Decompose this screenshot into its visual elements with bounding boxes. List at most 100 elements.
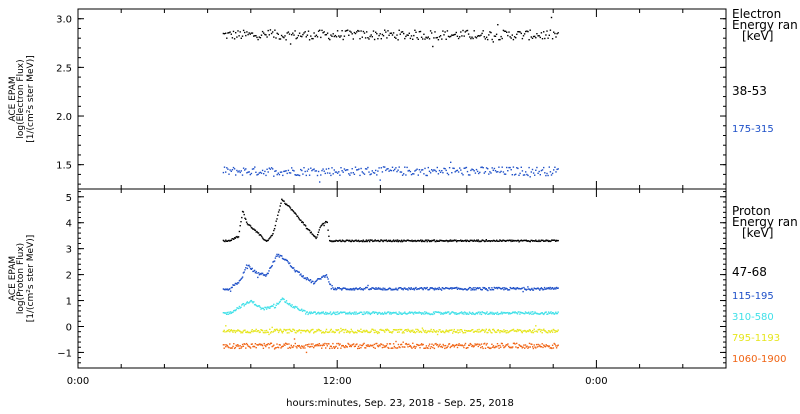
data-point <box>390 240 392 243</box>
data-point <box>454 239 456 242</box>
data-point <box>395 311 397 314</box>
data-point <box>282 36 284 38</box>
data-point <box>372 311 375 313</box>
data-point <box>388 239 390 242</box>
data-point <box>294 174 296 176</box>
data-point <box>413 330 416 333</box>
data-point <box>305 351 308 354</box>
data-point <box>405 313 408 315</box>
data-point <box>286 204 288 206</box>
data-point <box>329 347 331 350</box>
data-point <box>307 345 309 348</box>
data-point <box>265 344 268 346</box>
data-point <box>271 345 273 348</box>
data-point <box>335 239 337 242</box>
data-point <box>389 343 392 345</box>
data-point <box>411 330 413 333</box>
data-point <box>245 267 247 269</box>
data-point <box>510 287 512 290</box>
data-point <box>356 332 358 334</box>
data-point <box>552 328 555 331</box>
data-point <box>547 311 550 313</box>
data-point <box>301 345 304 348</box>
data-point <box>321 311 323 314</box>
data-point <box>484 312 486 314</box>
data-point <box>399 346 401 349</box>
data-point <box>410 287 412 289</box>
data-point <box>524 329 526 332</box>
data-point <box>529 176 531 178</box>
series-795-1193 <box>222 325 559 336</box>
data-point <box>432 239 435 241</box>
data-point <box>420 331 423 334</box>
data-point <box>268 306 270 308</box>
data-point <box>404 343 407 345</box>
data-point <box>442 343 444 346</box>
data-point <box>371 345 373 347</box>
data-point <box>237 282 240 284</box>
data-point <box>476 240 479 242</box>
data-point <box>549 240 551 243</box>
data-point <box>489 31 491 33</box>
data-point <box>315 170 318 172</box>
data-point <box>555 286 558 289</box>
data-point <box>359 174 361 177</box>
data-point <box>488 34 490 36</box>
data-point <box>267 272 269 275</box>
data-point <box>349 344 352 347</box>
data-point <box>455 312 457 314</box>
data-point <box>376 342 378 345</box>
data-point <box>448 313 451 315</box>
data-point <box>297 174 300 176</box>
data-point <box>306 170 309 172</box>
data-point <box>487 168 489 170</box>
data-point <box>493 346 495 349</box>
data-point <box>323 332 325 334</box>
data-point <box>373 38 376 41</box>
data-point <box>392 347 394 349</box>
data-point <box>432 240 434 242</box>
data-point <box>420 330 422 333</box>
data-point <box>500 170 502 173</box>
data-point <box>444 168 446 170</box>
data-point <box>248 345 250 348</box>
data-point <box>356 288 358 290</box>
data-point <box>416 312 419 314</box>
data-point <box>309 280 311 282</box>
data-point <box>442 330 444 332</box>
data-point <box>480 313 483 316</box>
data-point <box>285 301 287 304</box>
data-point <box>521 287 523 289</box>
data-point <box>548 240 551 242</box>
data-point <box>229 239 232 242</box>
data-point <box>308 174 311 176</box>
data-point <box>390 331 392 333</box>
data-point <box>332 330 334 332</box>
data-point <box>376 288 378 290</box>
data-point <box>333 169 335 171</box>
data-point <box>359 240 361 242</box>
data-point <box>226 240 229 242</box>
data-point <box>490 240 492 242</box>
data-point <box>233 38 236 40</box>
data-point <box>313 346 315 349</box>
data-point <box>511 329 513 331</box>
data-point <box>480 240 482 243</box>
data-point <box>410 311 412 314</box>
data-point <box>260 172 263 174</box>
data-point <box>375 287 377 289</box>
data-point <box>370 34 372 36</box>
data-point <box>490 289 492 291</box>
data-point <box>499 287 501 289</box>
data-point <box>430 240 432 243</box>
data-point <box>456 329 459 331</box>
data-point <box>239 307 241 309</box>
data-point <box>298 32 301 34</box>
data-point <box>540 346 543 348</box>
data-point <box>321 332 323 334</box>
data-point <box>233 343 235 345</box>
data-point <box>361 240 364 243</box>
data-point <box>357 288 360 290</box>
data-point <box>496 329 499 332</box>
data-point <box>368 288 370 291</box>
